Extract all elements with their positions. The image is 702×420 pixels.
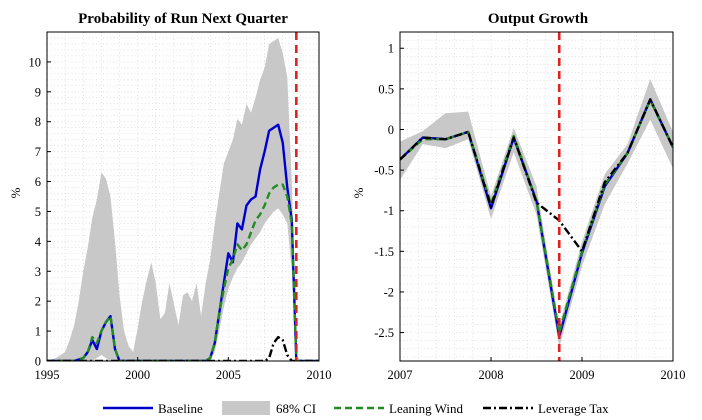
y-tick-label: 6 [35, 175, 41, 189]
y-tick-label: 0.5 [378, 82, 394, 96]
y-tick-label: -1 [384, 204, 394, 218]
y-tick-label: 3 [35, 265, 41, 279]
y-axis-label-right: % [351, 187, 366, 198]
y-tick-label: 0 [35, 355, 41, 369]
y-tick-label: 1 [35, 325, 41, 339]
y-tick-label: 4 [35, 235, 42, 249]
x-tick-label: 2000 [125, 368, 150, 382]
y-tick-label: 2 [35, 295, 41, 309]
x-tick-label: 2007 [388, 368, 413, 382]
series-line-leverage-tax [400, 98, 673, 253]
y-tick-label: 0 [388, 123, 394, 137]
y-tick-label: 9 [35, 85, 41, 99]
y-axis-label-left: % [8, 187, 23, 198]
chart-output-growth: Output Growth % 2007 2008 2009 2010 1 0.5 0 -0.… [351, 11, 686, 382]
y-tick-label: -1.5 [374, 245, 394, 259]
legend: Baseline 68% CI Leaning Wind Leverage Ta… [103, 401, 609, 416]
plot-area-left: 1995 2000 2005 2010 0 1 2 3 4 5 6 7 8 9 10 [29, 31, 332, 382]
y-tick-label: 7 [35, 145, 41, 159]
chart-title-probability: Probability of Run Next Quarter [78, 11, 288, 27]
x-tick-label: 2010 [661, 368, 686, 382]
y-tick-label: 1 [388, 42, 394, 56]
plot-area-right: 2007 2008 2009 2010 1 0.5 0 -0.5 -1 -1.5 -2 -2.5 [374, 31, 686, 382]
y-tick-label: 8 [35, 115, 41, 129]
y-tick-label: -0.5 [374, 164, 394, 178]
legend-baseline-label: Baseline [158, 401, 203, 416]
axes-frame [46, 31, 320, 362]
y-tick-label: -2.5 [374, 326, 394, 340]
ci-band [400, 79, 673, 348]
legend-leaning-wind-label: Leaning Wind [389, 401, 463, 416]
x-tick-label: 2005 [216, 368, 241, 382]
axes-frame [399, 31, 674, 362]
legend-leverage-tax-label: Leverage Tax [538, 401, 609, 416]
x-tick-label: 2010 [307, 368, 332, 382]
y-tick-label: 10 [29, 55, 42, 69]
legend-ci-swatch [222, 401, 270, 415]
chart-probability-of-run: Probability of Run Next Quarter % 1995 20… [8, 11, 332, 382]
legend-ci-label: 68% CI [276, 401, 316, 416]
series-line-leverage-tax [47, 335, 319, 361]
series-line-leaning-wind [47, 183, 319, 361]
x-tick-label: 2008 [479, 368, 504, 382]
ci-band [47, 37, 319, 361]
x-tick-label: 2009 [570, 368, 595, 382]
y-tick-label: 5 [35, 205, 41, 219]
x-tick-label: 1995 [35, 368, 60, 382]
chart-title-output-growth: Output Growth [488, 11, 589, 27]
y-tick-label: -2 [384, 285, 394, 299]
